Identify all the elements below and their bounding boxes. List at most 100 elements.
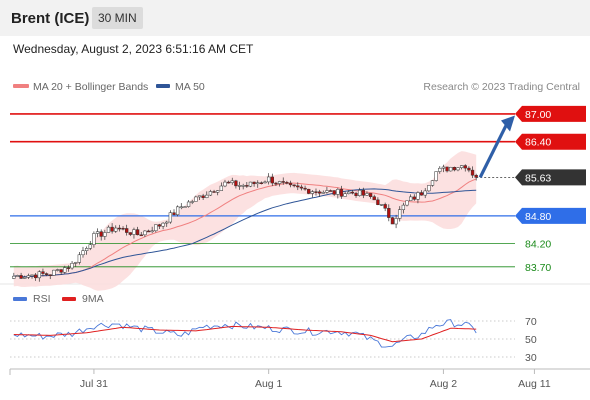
candle-body (63, 267, 67, 273)
candle-body (230, 180, 234, 183)
candle-body (77, 254, 82, 263)
candle-body (416, 192, 420, 200)
candle (303, 185, 307, 191)
candle (405, 200, 409, 207)
candle-body (121, 227, 125, 230)
candle-body (310, 191, 315, 194)
candle (52, 269, 56, 276)
level-label-83.70: 83.70 (525, 262, 551, 274)
candle-body (256, 182, 260, 185)
candle-body (117, 227, 122, 230)
candle-body (183, 206, 187, 208)
candle (157, 223, 162, 229)
candle (398, 206, 402, 222)
candle (387, 204, 391, 222)
x-tick-label: Jul 31 (80, 378, 108, 390)
candle (197, 195, 202, 201)
candle-body (103, 232, 107, 237)
candle-body (241, 185, 245, 187)
level-label-87.00: 87.00 (525, 109, 551, 121)
candle-body (30, 274, 34, 277)
candle (226, 180, 231, 184)
candle-body (110, 226, 114, 232)
candle (267, 173, 271, 185)
candle-body (467, 167, 471, 171)
candle (394, 214, 398, 229)
ma20-legend-swatch (13, 84, 29, 88)
candle (248, 181, 253, 188)
level-tag-84.80 (515, 207, 586, 224)
candle (434, 171, 438, 182)
candle-body (223, 181, 227, 187)
candle (241, 183, 245, 190)
candle-body (212, 191, 216, 193)
candle (419, 190, 424, 196)
candle-body (438, 167, 442, 172)
candle-body (234, 180, 238, 187)
candle-body (405, 200, 409, 206)
candle (70, 261, 74, 270)
candle-body (201, 195, 205, 198)
ma50-legend-swatch (156, 84, 170, 88)
credit-text: Research © 2023 Trading Central (423, 81, 580, 93)
rsi-level-label-70: 70 (525, 316, 537, 328)
candle-body (219, 185, 223, 191)
candle-body (281, 181, 285, 183)
bollinger-band (13, 151, 477, 291)
candle (110, 223, 114, 234)
header-bar: Brent (ICE) 30 MIN (0, 0, 590, 36)
timeframe-badge[interactable]: 30 MIN (92, 7, 143, 29)
level-tag-86.40 (515, 133, 586, 150)
candle-body (441, 166, 446, 169)
candle-body (463, 165, 467, 169)
candle-body (135, 229, 140, 236)
candle-body (205, 194, 209, 198)
ma9-legend-label: 9MA (82, 293, 104, 305)
candle-body (401, 204, 406, 210)
ma50-line (13, 188, 477, 278)
candle-body (172, 212, 176, 215)
rsi-legend-label: RSI (33, 293, 51, 305)
candle-body (179, 206, 183, 209)
candle (26, 273, 31, 280)
candle (44, 272, 49, 277)
candle (347, 190, 351, 195)
candle-body (263, 181, 267, 184)
candle (37, 270, 41, 282)
candle-body (368, 193, 373, 197)
candle (390, 216, 395, 225)
candle-body (226, 181, 231, 184)
candle-body (99, 231, 103, 237)
candle-body (70, 262, 74, 269)
candle-body (157, 224, 162, 227)
candle (186, 199, 191, 208)
projection-arrow (478, 115, 515, 179)
candle-body (15, 275, 20, 277)
level-label-84.80: 84.80 (525, 211, 551, 223)
candle-body (408, 196, 413, 202)
candle-body (55, 269, 60, 271)
candle-body (328, 190, 333, 192)
candle (470, 166, 475, 179)
candle-body (37, 271, 41, 279)
candle (150, 226, 154, 234)
ma9-line (13, 325, 477, 343)
candle (99, 229, 103, 241)
candle-body (419, 192, 424, 196)
candle (81, 246, 85, 258)
x-tick-label: Aug 11 (518, 378, 551, 390)
x-tick-label: Aug 1 (255, 378, 283, 390)
candle (12, 272, 16, 280)
candle (154, 224, 158, 233)
candle-body (132, 229, 136, 235)
candle (445, 166, 449, 173)
candle (259, 181, 264, 185)
candle (234, 179, 238, 189)
candle (121, 226, 125, 231)
candle (256, 180, 260, 188)
candle-body (361, 189, 365, 196)
candle-body (190, 201, 194, 203)
rsi-line (13, 319, 477, 348)
